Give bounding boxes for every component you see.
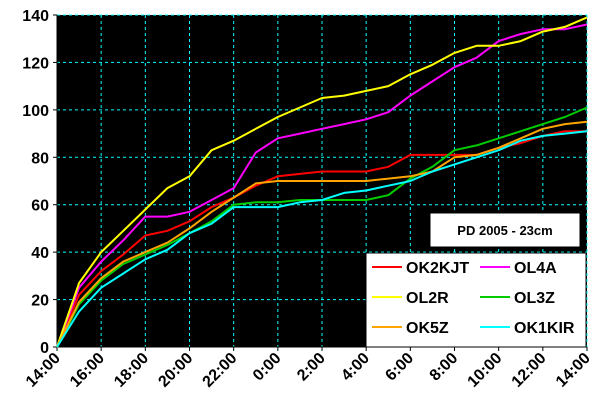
y-tick-label: 0 <box>40 340 49 357</box>
legend-label: OL3Z <box>514 290 555 307</box>
legend-frame <box>365 252 587 348</box>
y-tick-label: 20 <box>31 293 49 310</box>
chart-title-box: PD 2005 - 23cm <box>429 212 581 248</box>
title-box-frame <box>429 212 581 248</box>
y-tick-label: 80 <box>31 150 49 167</box>
legend-label: OL4A <box>514 260 557 277</box>
y-tick-label: 120 <box>22 55 49 72</box>
series-line-ok1kir <box>56 130 588 348</box>
series-line-ol2r <box>56 16 588 348</box>
y-tick-label: 140 <box>22 8 49 25</box>
y-tick-label: 100 <box>22 103 49 120</box>
series-line-ok5z <box>56 120 588 348</box>
legend-label: OK5Z <box>406 320 449 337</box>
legend-label: OK1KIR <box>514 320 575 337</box>
y-tick-label: 60 <box>31 198 49 215</box>
series-lines <box>56 16 588 348</box>
y-axis-ticks: 0 20 40 60 80 100 120 140 <box>22 8 57 357</box>
legend: OK2KJT OL4A OL2R OL3Z OK5Z OK1KIR <box>365 252 587 348</box>
legend-label: OL2R <box>406 290 449 307</box>
y-tick-label: 40 <box>31 245 49 262</box>
chart-title: PD 2005 - 23cm <box>457 223 552 238</box>
series-line-ol4a <box>56 23 588 348</box>
legend-label: OK2KJT <box>406 260 469 277</box>
